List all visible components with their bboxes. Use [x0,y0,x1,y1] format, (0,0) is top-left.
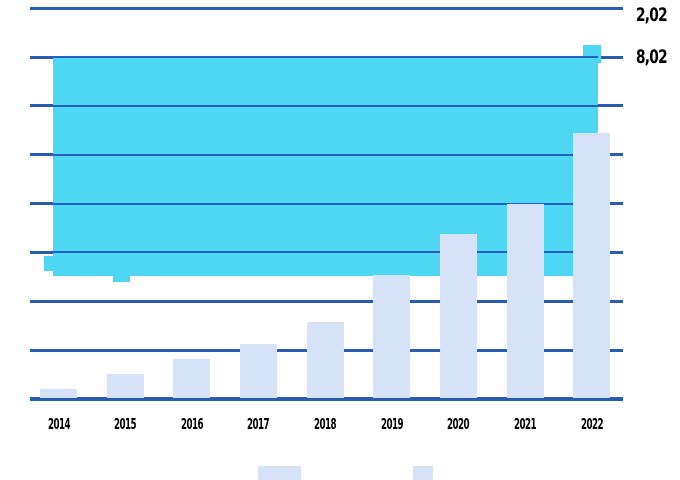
cyan-band-fragment-3 [113,275,130,282]
x-axis-label-2016: 2016 [180,415,203,433]
x-axis-label-2020: 2020 [447,415,470,433]
y-gridline-over-band [53,56,598,59]
bar-2021 [506,204,544,398]
legend-swatch-2 [413,466,433,480]
x-axis-label-2019: 2019 [380,415,403,433]
x-axis-label-2018: 2018 [314,415,337,433]
bar-2020 [439,234,477,398]
bar-2017 [239,343,277,398]
y-gridline-over-band [53,153,598,156]
x-axis-label-2014: 2014 [47,415,70,433]
cyan-band-fragment-2 [44,255,57,271]
y-gridline-over-band [53,202,598,205]
bar-2022 [573,133,611,398]
y-gridline-over-band [53,251,598,254]
bar-2014 [40,389,77,398]
bar-2018 [306,322,344,398]
x-axis-label-2021: 2021 [514,415,536,433]
cyan-band-fragment-1 [583,44,601,63]
x-axis-line [30,397,623,401]
data-label-2: 8,02 [636,45,668,68]
bar-2015 [106,374,144,398]
x-axis-label-2015: 2015 [114,415,137,433]
x-axis-label-2017: 2017 [247,415,270,433]
data-label-1: 2,02 [636,4,668,27]
x-axis-label-2022: 2022 [580,415,603,433]
y-gridline [30,299,623,303]
bar-2019 [373,275,411,398]
y-gridline-over-band [53,104,598,107]
legend-swatch-1 [258,466,301,480]
bar-2016 [173,358,211,398]
y-gridline [30,6,623,10]
